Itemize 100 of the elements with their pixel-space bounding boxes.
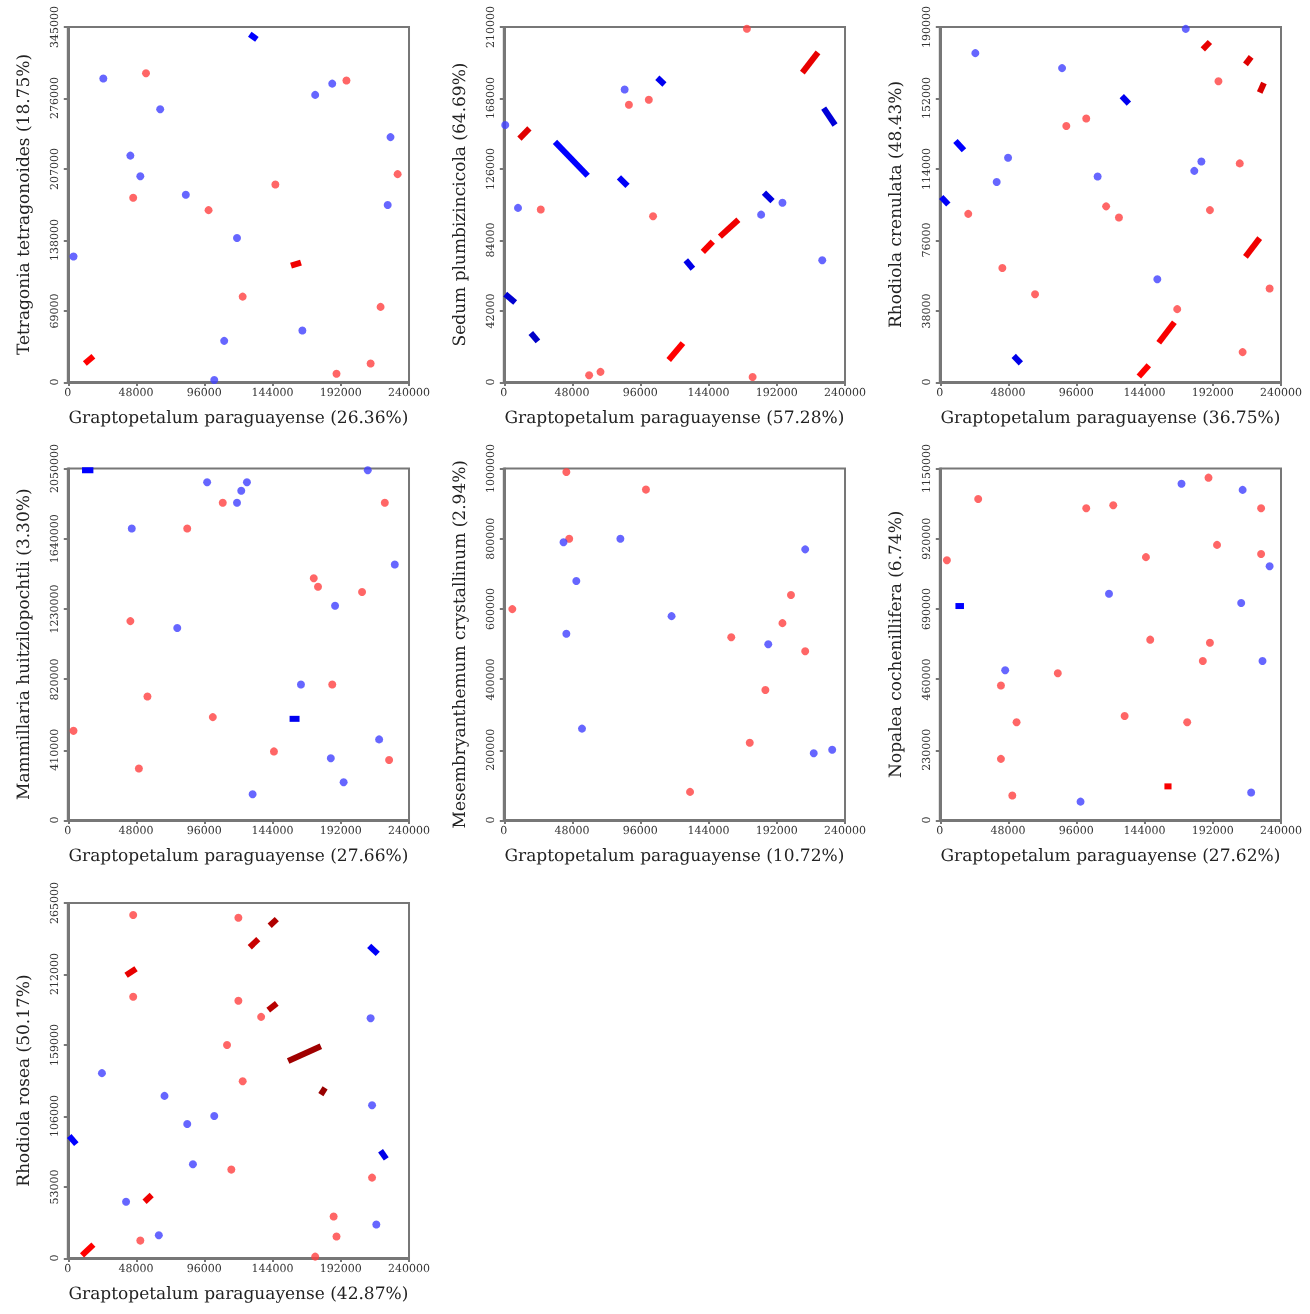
point	[641, 485, 650, 494]
point	[501, 121, 510, 130]
point	[1004, 153, 1013, 162]
point	[786, 591, 795, 600]
point	[126, 151, 135, 160]
point	[143, 692, 152, 701]
point	[237, 486, 246, 495]
point	[801, 545, 810, 554]
x-axis-title: Graptopetalum paraguayense (27.62%)	[940, 847, 1281, 867]
point	[363, 466, 372, 475]
point	[1205, 638, 1214, 647]
point	[234, 996, 243, 1005]
point	[326, 754, 335, 763]
point	[1153, 275, 1162, 284]
point	[1237, 598, 1246, 607]
point	[1265, 284, 1274, 293]
point	[156, 105, 165, 114]
point	[1265, 562, 1274, 571]
point	[232, 498, 241, 507]
point	[238, 1077, 247, 1086]
point	[380, 498, 389, 507]
point	[368, 1101, 377, 1110]
point	[218, 498, 227, 507]
point	[761, 685, 770, 694]
point	[578, 724, 586, 733]
point	[624, 100, 633, 109]
point	[828, 745, 837, 754]
point	[257, 1012, 266, 1021]
point	[1120, 712, 1129, 721]
point	[232, 233, 241, 242]
point	[942, 556, 951, 565]
point	[234, 913, 243, 922]
point	[1198, 657, 1207, 666]
point	[183, 524, 192, 533]
point	[1183, 718, 1192, 727]
point	[1177, 479, 1186, 488]
point	[122, 1197, 131, 1206]
point	[183, 1120, 192, 1129]
point	[667, 612, 676, 621]
point	[173, 623, 182, 632]
x-axis-title: Graptopetalum paraguayense (57.28%)	[504, 409, 845, 429]
y-axis-title: Tetragonia tetragonoides (18.75%)	[15, 53, 35, 356]
point	[366, 359, 375, 368]
point	[996, 681, 1005, 690]
y-axis-title: Nopalea cochenillifera (6.74%)	[887, 510, 907, 778]
point	[764, 640, 773, 649]
point	[559, 538, 568, 547]
point	[1109, 501, 1118, 510]
point	[223, 1041, 232, 1049]
y-axis-title: Rhodiola rosea (50.17%)	[15, 974, 35, 1187]
point	[778, 619, 787, 628]
point	[309, 574, 318, 583]
x-axis-title: Graptopetalum paraguayense (42.87%)	[68, 1285, 409, 1305]
point	[649, 212, 658, 221]
point	[996, 754, 1005, 763]
x-axis-title: Graptopetalum paraguayense (36.75%)	[940, 409, 1281, 429]
point	[1001, 666, 1010, 675]
point	[1058, 64, 1067, 73]
point	[1197, 157, 1206, 166]
point	[129, 193, 138, 202]
point	[342, 76, 351, 85]
x-axis-title: Graptopetalum paraguayense (10.72%)	[504, 847, 845, 867]
point	[974, 495, 983, 504]
y-axis-title: Mammillaria huitzilopochtli (3.30%)	[15, 488, 35, 801]
point	[129, 992, 138, 1001]
point	[368, 1173, 377, 1182]
point	[314, 582, 323, 591]
point	[1247, 788, 1256, 797]
point	[1082, 114, 1091, 123]
point	[296, 680, 305, 689]
point	[1214, 77, 1223, 86]
point	[1141, 553, 1150, 562]
x-axis-title: Graptopetalum paraguayense (27.66%)	[68, 847, 409, 867]
point	[339, 778, 348, 787]
point	[134, 764, 143, 773]
point	[160, 1091, 169, 1100]
point	[508, 605, 517, 614]
point	[572, 576, 581, 585]
point	[748, 372, 757, 381]
point	[596, 367, 605, 376]
point	[328, 680, 337, 689]
point	[210, 1112, 219, 1120]
y-axis-title: Sedum plumbizincicola (64.69%)	[451, 62, 471, 347]
point	[620, 85, 629, 94]
point	[1190, 166, 1199, 175]
point	[778, 198, 787, 207]
point	[97, 1069, 106, 1078]
point	[393, 170, 402, 179]
point	[248, 790, 257, 799]
point	[998, 264, 1007, 273]
y-axis-title: Rhodiola crenulata (48.43%)	[887, 80, 907, 329]
point	[311, 90, 320, 99]
point	[127, 524, 136, 533]
point	[1213, 540, 1222, 549]
point	[1258, 657, 1267, 666]
point	[208, 713, 217, 722]
point	[204, 206, 213, 215]
point	[644, 95, 653, 104]
point	[809, 749, 818, 758]
point	[1031, 290, 1040, 299]
